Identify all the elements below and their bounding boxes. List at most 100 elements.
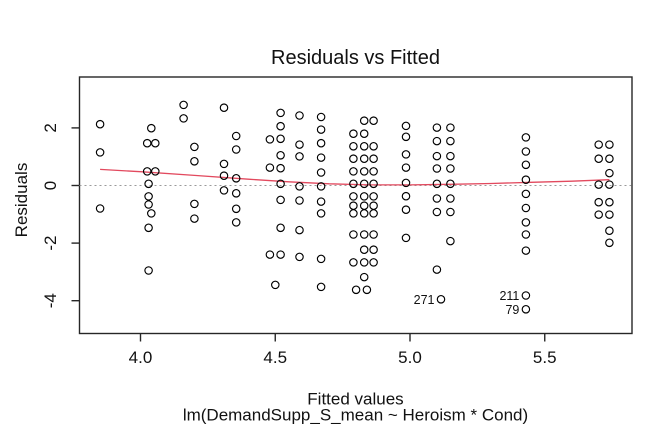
data-point bbox=[432, 136, 442, 146]
data-point bbox=[521, 147, 531, 156]
data-point bbox=[349, 209, 358, 218]
data-point bbox=[265, 163, 275, 172]
data-point bbox=[151, 167, 160, 176]
data-point bbox=[359, 142, 369, 151]
data-point bbox=[295, 152, 304, 161]
data-point bbox=[359, 192, 369, 201]
data-point bbox=[295, 111, 304, 120]
data-point bbox=[369, 230, 378, 239]
data-point bbox=[594, 210, 603, 219]
data-point bbox=[401, 163, 411, 172]
data-point bbox=[446, 136, 455, 146]
data-point bbox=[521, 189, 531, 199]
data-point bbox=[446, 207, 455, 217]
data-point bbox=[605, 226, 614, 235]
data-point bbox=[147, 123, 156, 133]
data-point bbox=[359, 179, 369, 189]
data-point bbox=[316, 182, 326, 191]
data-point bbox=[265, 250, 275, 259]
data-point bbox=[276, 108, 285, 118]
data-point bbox=[271, 280, 280, 290]
outlier-label: 211 bbox=[499, 289, 519, 303]
data-point bbox=[179, 100, 188, 110]
data-point bbox=[359, 116, 369, 125]
data-point bbox=[369, 192, 378, 201]
data-point bbox=[432, 265, 442, 274]
data-point bbox=[219, 171, 229, 180]
data-point bbox=[142, 167, 152, 176]
scatter-points-layer bbox=[95, 100, 614, 295]
data-point bbox=[316, 153, 326, 162]
data-point bbox=[432, 151, 442, 161]
data-point bbox=[276, 223, 285, 233]
data-point bbox=[295, 252, 304, 262]
data-point bbox=[594, 154, 603, 163]
data-point bbox=[316, 168, 326, 177]
data-point bbox=[190, 142, 199, 152]
data-point bbox=[446, 151, 455, 161]
data-point bbox=[276, 121, 285, 131]
data-point bbox=[144, 179, 153, 189]
data-point bbox=[95, 148, 105, 157]
data-point bbox=[276, 163, 285, 173]
data-point bbox=[276, 250, 285, 259]
y-tick-label: -4 bbox=[41, 293, 60, 308]
data-point bbox=[401, 191, 411, 201]
data-point bbox=[95, 204, 105, 213]
outlier-point bbox=[521, 305, 531, 314]
data-point bbox=[359, 230, 369, 239]
outlier-point bbox=[436, 295, 446, 304]
x-axis-ticks-layer: 4.0 4.5 5.0 5.5 bbox=[129, 333, 557, 367]
data-point bbox=[231, 218, 241, 227]
data-point bbox=[401, 121, 411, 131]
x-axis-label: Fitted values bbox=[307, 390, 403, 409]
data-point bbox=[349, 167, 358, 176]
data-point bbox=[521, 246, 531, 255]
data-point bbox=[605, 180, 614, 189]
data-point bbox=[432, 123, 442, 132]
data-point bbox=[359, 201, 369, 210]
data-point bbox=[295, 225, 304, 235]
data-point bbox=[369, 258, 378, 267]
data-point bbox=[276, 151, 285, 160]
data-point bbox=[605, 210, 614, 219]
data-point bbox=[316, 125, 326, 134]
data-point bbox=[521, 218, 531, 227]
data-point bbox=[190, 199, 199, 209]
data-point bbox=[521, 203, 531, 213]
data-point bbox=[349, 154, 358, 163]
data-point bbox=[142, 138, 152, 148]
data-point bbox=[295, 140, 304, 149]
data-point bbox=[594, 180, 603, 189]
y-axis-label: Residuals bbox=[12, 163, 31, 238]
data-point bbox=[369, 167, 378, 176]
data-point bbox=[359, 129, 369, 138]
data-point bbox=[446, 179, 455, 189]
y-axis-ticks-layer: 2 0 -2 -4 bbox=[41, 123, 80, 308]
outlier-label: 271 bbox=[414, 293, 435, 307]
data-point bbox=[147, 209, 156, 218]
data-point bbox=[349, 258, 358, 267]
data-point bbox=[521, 160, 531, 170]
lowess-smooth-line bbox=[100, 168, 610, 186]
data-point bbox=[349, 179, 358, 189]
data-point bbox=[219, 186, 229, 195]
data-point bbox=[369, 245, 378, 254]
data-point bbox=[521, 133, 531, 142]
data-point bbox=[369, 142, 378, 151]
data-point bbox=[349, 192, 358, 201]
data-point bbox=[446, 236, 455, 246]
data-point bbox=[316, 197, 326, 206]
data-point bbox=[349, 129, 358, 138]
x-tick-label: 5.5 bbox=[533, 348, 557, 367]
data-point bbox=[144, 223, 153, 233]
data-point bbox=[401, 178, 411, 188]
data-point bbox=[432, 207, 442, 217]
data-point bbox=[432, 164, 442, 173]
data-point bbox=[265, 135, 275, 144]
data-point bbox=[144, 200, 153, 209]
data-point bbox=[401, 233, 411, 243]
data-point bbox=[190, 214, 199, 223]
data-point bbox=[369, 154, 378, 163]
